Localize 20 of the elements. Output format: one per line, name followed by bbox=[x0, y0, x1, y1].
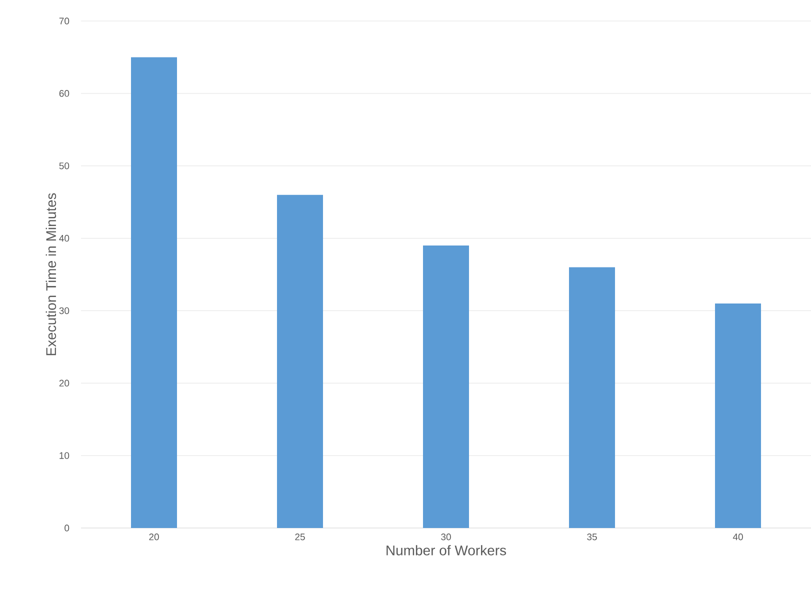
y-tick-label: 0 bbox=[64, 524, 70, 532]
y-tick-label: 20 bbox=[59, 380, 70, 387]
bar bbox=[423, 246, 470, 528]
x-tick-label: 20 bbox=[149, 534, 159, 540]
x-tick-label: 30 bbox=[441, 534, 451, 540]
bar bbox=[569, 267, 616, 528]
x-tick-label: 35 bbox=[587, 534, 597, 540]
y-tick-label: 60 bbox=[59, 90, 70, 97]
x-tick-label: 25 bbox=[295, 534, 305, 540]
y-tick-label: 70 bbox=[59, 18, 70, 24]
bar bbox=[277, 194, 324, 528]
y-tick-label: 40 bbox=[59, 234, 70, 242]
x-axis-title: Number of Workers bbox=[386, 545, 506, 556]
bar bbox=[715, 303, 762, 528]
y-axis-title: Execution Time in Minutes bbox=[46, 193, 56, 356]
x-tick-label: 40 bbox=[732, 534, 743, 540]
y-tick-label: 10 bbox=[60, 452, 70, 459]
bar bbox=[131, 57, 177, 528]
y-tick-label: 50 bbox=[59, 162, 70, 170]
y-tick-label: 30 bbox=[59, 307, 70, 314]
